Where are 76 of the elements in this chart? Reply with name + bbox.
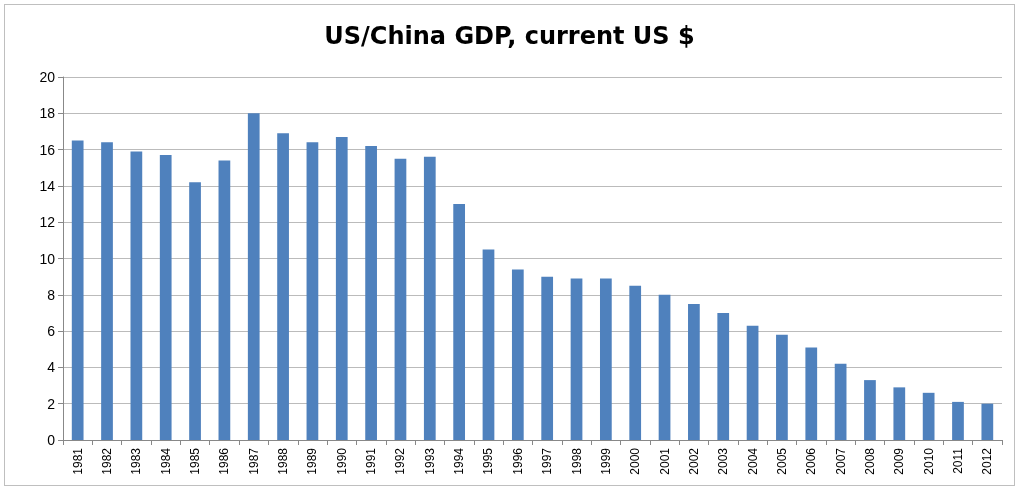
bar [834, 363, 847, 440]
bar [893, 387, 906, 440]
y-tick-label: 2 [47, 395, 56, 412]
bar [247, 113, 260, 440]
y-tick-label: 10 [39, 250, 56, 267]
bar [71, 140, 84, 440]
bar [805, 347, 818, 440]
x-tick-label: 1997 [540, 447, 555, 475]
bar [746, 325, 759, 440]
bar [365, 145, 377, 440]
x-tick-label: 1998 [569, 447, 584, 475]
x-tick-label: 1987 [246, 447, 261, 475]
x-tick-label: 2009 [892, 447, 907, 475]
bar [101, 142, 113, 440]
bar [277, 133, 289, 440]
bar [423, 156, 436, 440]
x-tick-label: 2006 [804, 447, 819, 475]
x-tick-label: 2008 [862, 447, 877, 475]
bar [541, 276, 554, 440]
x-tick-label: 1989 [305, 447, 320, 475]
y-tick-label: 18 [39, 105, 56, 122]
x-tick-label: 2012 [980, 447, 995, 475]
x-tick-label: 2011 [950, 447, 965, 474]
x-tick-label: 1985 [188, 447, 203, 475]
x-tick-label: 2005 [774, 447, 789, 475]
x-tick-label: 2002 [686, 447, 701, 475]
x-tick-label: 1991 [364, 447, 379, 475]
bar [306, 142, 319, 440]
x-tick-label: 1982 [100, 447, 115, 475]
x-tick-label: 2010 [921, 447, 936, 475]
x-tick-label: 2003 [716, 447, 731, 475]
x-tick-label: 2004 [745, 447, 760, 475]
bar [453, 204, 466, 440]
x-tick-label: 1984 [158, 447, 173, 475]
x-tick-label: 1988 [276, 447, 291, 475]
bar [922, 392, 935, 440]
y-tick-label: 4 [47, 359, 56, 376]
bar [688, 303, 700, 440]
y-tick-label: 12 [39, 214, 56, 231]
bar [159, 155, 172, 440]
bar [511, 269, 524, 440]
y-tick-label: 16 [39, 141, 56, 158]
bar [717, 312, 730, 440]
x-tick-label: 1992 [393, 447, 408, 475]
chart-title: US/China GDP, current US $ [324, 22, 695, 50]
x-tick-label: 2007 [833, 447, 848, 475]
bar [482, 249, 495, 440]
bar [599, 278, 612, 440]
bar [864, 380, 876, 440]
y-tick-label: 8 [47, 286, 56, 303]
bar [658, 294, 671, 440]
x-tick-label: 2000 [628, 447, 643, 475]
x-tick-label: 2001 [657, 447, 672, 475]
bar [629, 285, 642, 440]
x-tick-label: 1994 [452, 447, 467, 475]
y-tick-label: 20 [39, 69, 56, 85]
x-tick-label: 1995 [481, 447, 496, 475]
x-tick-label: 1993 [422, 447, 437, 475]
x-tick-label: 1999 [598, 447, 613, 475]
y-tick-label: 6 [47, 323, 56, 340]
bar [394, 158, 407, 440]
y-tick-label: 14 [39, 177, 56, 194]
x-tick-label: 1990 [334, 447, 349, 475]
x-tick-label: 1983 [129, 447, 144, 475]
bar [776, 334, 788, 440]
bar [130, 151, 143, 440]
y-tick-label: 0 [47, 432, 56, 448]
x-tick-label: 1996 [510, 447, 525, 475]
bar [570, 278, 583, 440]
bar [218, 160, 231, 440]
bar [981, 403, 994, 440]
bar [952, 401, 964, 440]
x-tick-label: 1986 [217, 447, 232, 475]
x-tick-label: 1981 [70, 447, 85, 475]
bar [189, 182, 201, 440]
bar [335, 136, 348, 440]
